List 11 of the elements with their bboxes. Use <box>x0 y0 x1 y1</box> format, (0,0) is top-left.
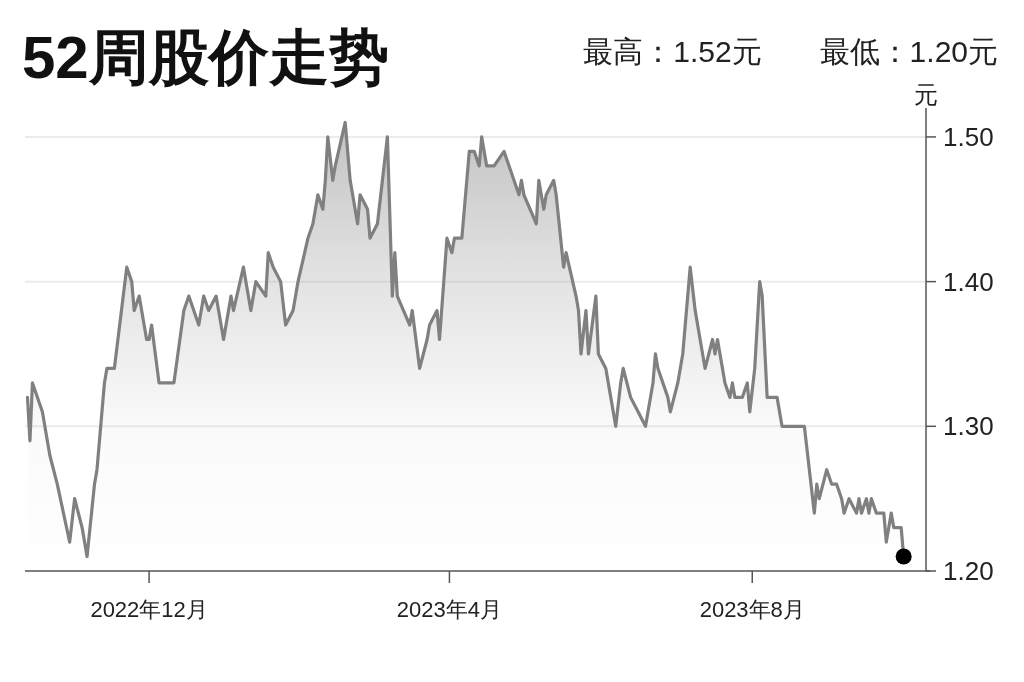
y-tick-label: 1.40 <box>943 266 994 297</box>
y-tick-label: 1.30 <box>943 411 994 442</box>
y-axis-title: 元 <box>914 81 938 108</box>
x-tick-label: 2022年12月 <box>90 597 208 622</box>
y-tick-label: 1.20 <box>943 556 994 586</box>
chart-title: 52周股价走势 <box>22 24 389 91</box>
text: 最低：1.20元 <box>819 35 998 68</box>
x-tick-label: 2023年8月 <box>699 597 805 622</box>
x-tick-label: 2023年4月 <box>396 597 503 622</box>
y-tick-label: 1.50 <box>943 121 994 152</box>
text: 最高：1.52元 <box>583 35 762 68</box>
